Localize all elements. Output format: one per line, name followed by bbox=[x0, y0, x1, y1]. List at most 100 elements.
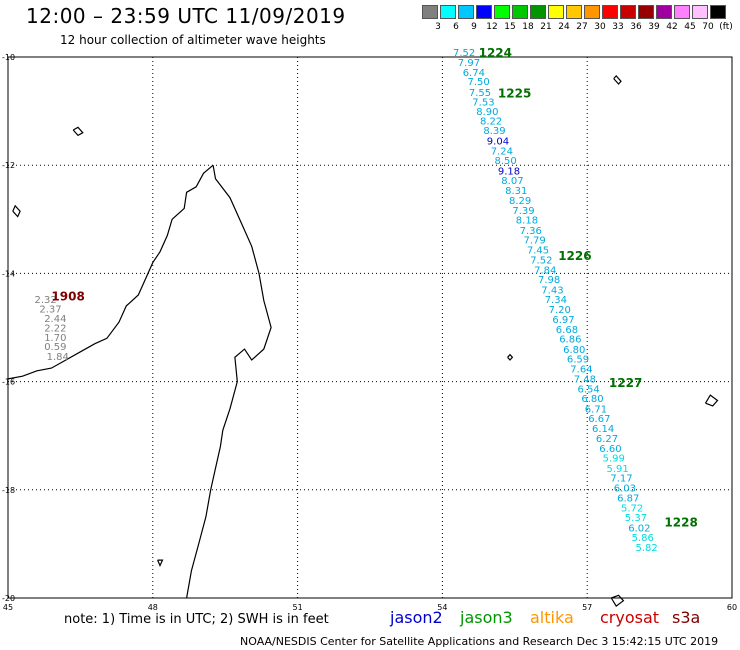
lon-tick-label: 60 bbox=[727, 603, 737, 612]
swh-value: 7.52 bbox=[530, 256, 552, 267]
lat-tick-label: -18 bbox=[2, 486, 15, 495]
swh-value: 6.03 bbox=[614, 483, 636, 494]
legend-swatch bbox=[422, 5, 438, 19]
legend-label: 12 bbox=[486, 22, 498, 32]
swh-value: 7.17 bbox=[610, 474, 632, 485]
swh-value: 5.82 bbox=[636, 543, 658, 554]
satellite-name: s3a bbox=[672, 608, 701, 627]
legend-label: 42 bbox=[666, 22, 678, 32]
lat-tick-label: -12 bbox=[2, 161, 15, 170]
legend-label: 9 bbox=[471, 22, 477, 32]
swh-value: 7.50 bbox=[468, 77, 490, 88]
swh-value: 5.99 bbox=[603, 454, 625, 465]
swh-value: 7.53 bbox=[472, 98, 494, 109]
map-title: 12:00 – 23:59 UTC 11/09/2019 bbox=[26, 4, 346, 28]
swh-value: 7.52 bbox=[453, 48, 475, 59]
legend-swatch bbox=[638, 5, 654, 19]
legend-swatch bbox=[566, 5, 582, 19]
swh-value: 6.71 bbox=[585, 404, 607, 415]
track-time-label: 1228 bbox=[664, 516, 697, 530]
swh-value: 7.36 bbox=[520, 226, 542, 237]
track-time-label: 1225 bbox=[498, 87, 531, 101]
legend-swatch bbox=[584, 5, 600, 19]
swh-value: 5.72 bbox=[621, 503, 643, 514]
swh-value: 7.20 bbox=[549, 305, 571, 316]
island-outline bbox=[72, 126, 84, 137]
track-time-label: 1226 bbox=[558, 249, 591, 263]
legend-swatch bbox=[656, 5, 672, 19]
legend-swatch bbox=[620, 5, 636, 19]
swh-value: 9.18 bbox=[498, 166, 520, 177]
swh-value: 8.90 bbox=[476, 107, 498, 118]
swh-value: 7.98 bbox=[538, 275, 560, 286]
legend-label: 30 bbox=[594, 22, 606, 32]
coastline-east bbox=[186, 165, 272, 599]
swh-value: 2.44 bbox=[44, 314, 66, 325]
swh-value: 0.59 bbox=[44, 342, 66, 353]
swh-value: 7.48 bbox=[574, 375, 596, 386]
legend-swatch bbox=[494, 5, 510, 19]
swh-value: 9.04 bbox=[487, 137, 509, 148]
coastline-west bbox=[7, 164, 214, 380]
swh-value: 6.14 bbox=[592, 424, 614, 435]
swh-value: 6.54 bbox=[578, 384, 600, 395]
swh-value: 7.24 bbox=[491, 146, 513, 157]
lon-tick-label: 48 bbox=[148, 603, 158, 612]
swh-value: 7.43 bbox=[541, 285, 563, 296]
footer-note: note: 1) Time is in UTC; 2) SWH is in fe… bbox=[64, 612, 329, 627]
swh-value: 6.68 bbox=[556, 325, 578, 336]
lon-tick-label: 57 bbox=[582, 603, 592, 612]
legend-swatch bbox=[512, 5, 528, 19]
credit-line: NOAA/NESDIS Center for Satellite Applica… bbox=[240, 635, 719, 648]
track-time-label: 1908 bbox=[51, 290, 84, 304]
swh-value: 5.86 bbox=[632, 533, 654, 544]
legend-swatch bbox=[440, 5, 456, 19]
track-time-label: 1224 bbox=[479, 46, 512, 60]
legend-swatch bbox=[602, 5, 618, 19]
swh-value: 2.37 bbox=[39, 304, 61, 315]
legend-label: 45 bbox=[684, 22, 696, 32]
lon-tick-label: 54 bbox=[437, 603, 447, 612]
island-outline bbox=[704, 394, 719, 407]
legend-label: 3 bbox=[435, 22, 441, 32]
swh-value: 7.55 bbox=[469, 88, 491, 99]
island-outline bbox=[12, 204, 21, 218]
legend-label: 24 bbox=[558, 22, 570, 32]
swh-value: 7.34 bbox=[545, 295, 567, 306]
lat-tick-label: -10 bbox=[2, 53, 15, 62]
legend-swatch bbox=[674, 5, 690, 19]
swh-value: 6.97 bbox=[552, 315, 574, 326]
swh-value: 5.91 bbox=[607, 464, 629, 475]
legend-swatch bbox=[692, 5, 708, 19]
lon-tick-label: 51 bbox=[293, 603, 303, 612]
swh-value: 8.29 bbox=[509, 196, 531, 207]
legend-label: 39 bbox=[648, 22, 660, 32]
legend-label: 15 bbox=[504, 22, 516, 32]
legend-swatch bbox=[710, 5, 726, 19]
swh-value: 6.80 bbox=[563, 345, 585, 356]
swh-value: 2.32 bbox=[35, 295, 57, 306]
swh-value: 6.60 bbox=[599, 444, 621, 455]
legend-swatch bbox=[458, 5, 474, 19]
island-outline bbox=[157, 559, 164, 567]
swh-value: 6.67 bbox=[588, 414, 610, 425]
map-subtitle: 12 hour collection of altimeter wave hei… bbox=[60, 33, 326, 47]
lat-tick-label: -14 bbox=[2, 269, 15, 278]
swh-value: 8.50 bbox=[495, 156, 517, 167]
island-outline bbox=[613, 75, 622, 85]
swh-value: 8.07 bbox=[501, 176, 523, 187]
satellite-name: jason3 bbox=[460, 608, 513, 627]
swh-value: 8.22 bbox=[480, 117, 502, 128]
legend-swatch bbox=[548, 5, 564, 19]
legend-swatch bbox=[530, 5, 546, 19]
swh-value: 6.86 bbox=[559, 335, 581, 346]
swh-value: 1.70 bbox=[44, 333, 66, 344]
legend-label: 6 bbox=[453, 22, 459, 32]
swh-value: 8.39 bbox=[483, 126, 505, 137]
satellite-name: jason2 bbox=[390, 608, 443, 627]
legend-label: 18 bbox=[522, 22, 534, 32]
swh-value: 5.37 bbox=[625, 513, 647, 524]
swh-value: 6.87 bbox=[617, 494, 639, 505]
lat-tick-label: -20 bbox=[2, 594, 15, 603]
